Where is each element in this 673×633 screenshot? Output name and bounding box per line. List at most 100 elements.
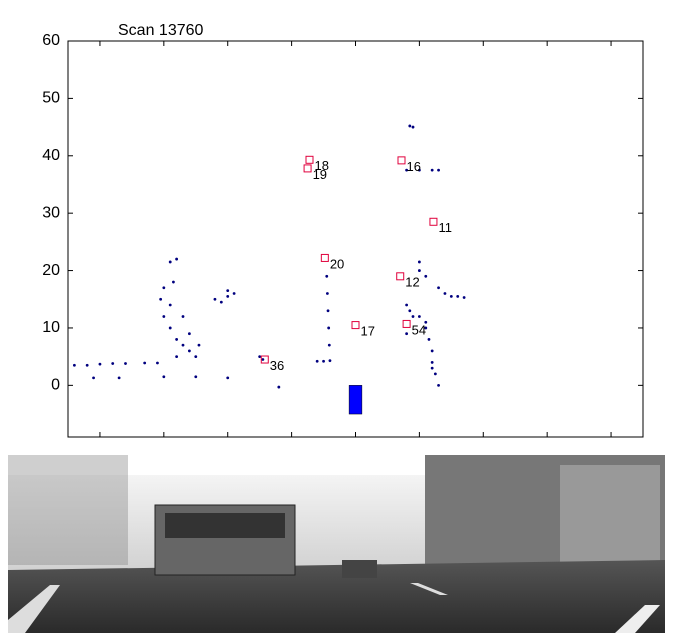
scan-point	[405, 332, 409, 336]
scan-point	[92, 376, 95, 380]
scan-point	[168, 326, 172, 330]
y-tick-label: 40	[42, 147, 60, 164]
scan-point	[328, 359, 332, 363]
scan-label: Scan 13760	[118, 22, 204, 39]
scan-point	[261, 358, 265, 361]
track-label: 17	[361, 324, 375, 339]
vehicle	[348, 385, 363, 415]
scan-point	[111, 362, 115, 365]
scan-point	[437, 286, 440, 290]
scan-point	[194, 355, 198, 359]
trees	[8, 455, 128, 565]
scan-point	[424, 326, 428, 330]
scan-point	[326, 309, 330, 313]
scan-point	[226, 294, 230, 298]
building	[560, 465, 660, 565]
scan-point	[417, 168, 421, 172]
scan-point	[181, 315, 185, 318]
scan-point	[424, 274, 428, 278]
chart: Scan 13760 −40−30−20−1001020304001020304…	[42, 22, 644, 438]
scan-point	[277, 385, 281, 389]
camera-photo	[8, 455, 665, 633]
scan-point	[411, 315, 415, 318]
scan-point	[417, 260, 421, 264]
scan-point	[405, 303, 409, 307]
scan-point	[197, 343, 201, 347]
track-label: 16	[407, 159, 421, 174]
scan-point	[437, 168, 440, 172]
track-label: 12	[405, 275, 419, 290]
scan-point	[437, 383, 440, 387]
track-box	[351, 321, 360, 330]
scan-point	[187, 332, 191, 336]
scan-point	[219, 300, 223, 304]
scan-point	[405, 168, 409, 172]
track-box	[397, 156, 406, 165]
y-tick-label: 0	[51, 377, 60, 394]
scan-point	[226, 289, 230, 293]
scan-point	[408, 124, 412, 128]
scan-point	[462, 296, 466, 299]
scan-point	[325, 292, 329, 295]
scan-point	[327, 326, 331, 330]
scan-point	[430, 366, 434, 370]
track-box	[260, 355, 269, 364]
car	[342, 560, 377, 578]
track-label: 18	[315, 158, 329, 173]
scan-point	[327, 343, 331, 347]
scan-point	[411, 125, 415, 129]
scan-point	[417, 315, 421, 318]
scan-point	[117, 376, 121, 380]
scan-point	[430, 360, 434, 364]
track-box	[305, 155, 314, 164]
scan-point	[408, 309, 412, 313]
scan-point	[159, 297, 163, 301]
scan-point	[427, 338, 431, 341]
scan-point	[98, 362, 102, 366]
track-box	[396, 272, 405, 281]
scan-point	[85, 363, 89, 367]
y-tick-label: 60	[42, 32, 60, 49]
track-label: 54	[412, 322, 426, 337]
road	[8, 560, 665, 633]
scan-point	[194, 375, 198, 379]
scan-point	[162, 286, 166, 290]
scan-point	[232, 292, 236, 295]
scan-point	[175, 355, 179, 359]
scan-point	[213, 297, 217, 301]
y-tick-label: 30	[42, 204, 60, 221]
scan-point	[226, 376, 230, 380]
lane-marking	[8, 585, 60, 633]
y-tick-label: 10	[42, 319, 60, 336]
lane-marking	[410, 583, 448, 595]
scan-point	[156, 361, 159, 365]
scan-point	[181, 343, 185, 347]
scan-point	[168, 260, 172, 264]
track-label: 19	[313, 167, 327, 182]
track-box	[320, 253, 329, 262]
scan-point	[443, 292, 447, 295]
scan-point	[315, 359, 319, 363]
scan-point	[430, 168, 434, 172]
scan-point	[124, 362, 127, 365]
track-box	[402, 319, 411, 328]
lane-marking	[615, 605, 660, 633]
scan-point	[72, 363, 76, 367]
track-label: 11	[438, 220, 452, 235]
scan-point	[172, 280, 175, 284]
scan-point	[175, 338, 179, 341]
scan-point	[433, 372, 437, 376]
scan-point	[417, 269, 421, 272]
scan-point	[168, 303, 172, 307]
scan-point	[162, 315, 166, 318]
track-box	[303, 164, 312, 173]
track-label: 20	[330, 256, 344, 271]
y-tick-label: 20	[42, 262, 60, 279]
scan-point	[430, 349, 434, 353]
y-tick-label: 50	[42, 90, 60, 107]
scan-point	[187, 349, 191, 353]
scan-point	[258, 355, 262, 359]
scan-point	[175, 257, 179, 261]
